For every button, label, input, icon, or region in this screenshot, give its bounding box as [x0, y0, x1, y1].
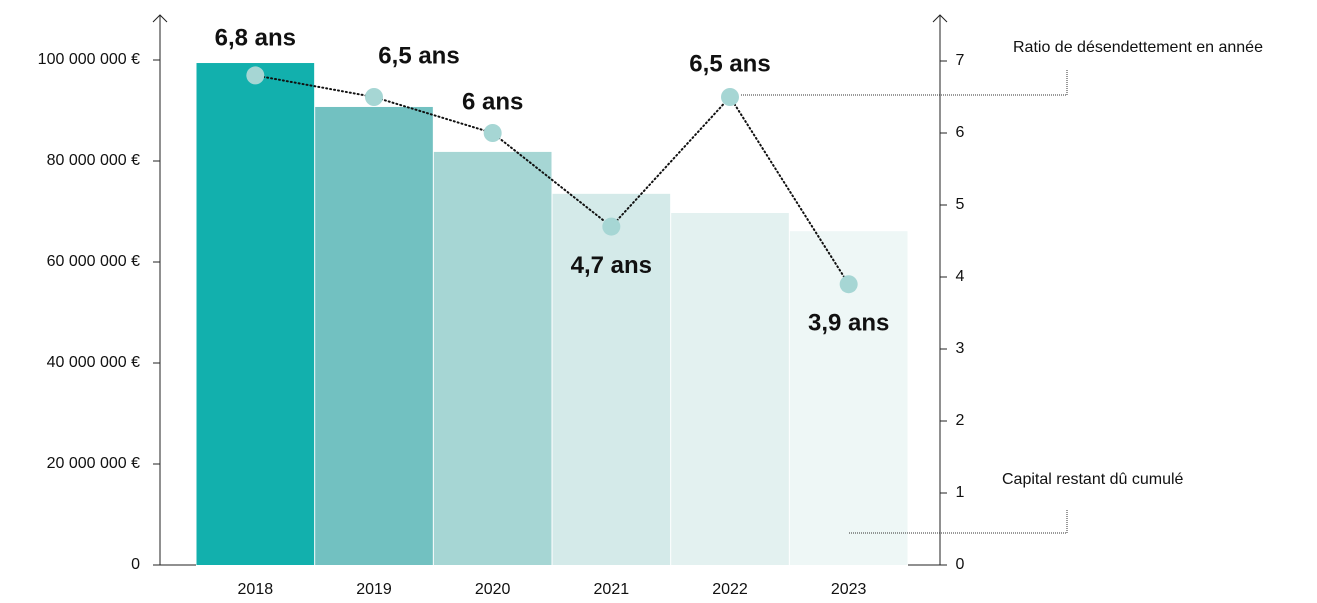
- y2-tick-label: 4: [956, 268, 965, 285]
- data-label: 6,5 ans: [378, 42, 459, 69]
- y2-tick-label: 3: [956, 340, 965, 357]
- y2-tick-label: 2: [956, 412, 965, 429]
- y-tick-label: 0: [131, 556, 140, 573]
- x-tick-label: 2018: [238, 581, 274, 598]
- y2-tick-label: 7: [956, 52, 965, 69]
- y-tick-label: 40 000 000 €: [47, 354, 141, 371]
- y2-tick-label: 6: [956, 124, 965, 141]
- y-tick-label: 80 000 000 €: [47, 152, 141, 169]
- data-label: 3,9 ans: [808, 310, 889, 337]
- data-label: 6,8 ans: [215, 25, 296, 52]
- legend-leader: [740, 70, 1068, 96]
- x-tick-label: 2023: [831, 581, 867, 598]
- data-label: 4,7 ans: [571, 252, 652, 279]
- y-tick-label: 60 000 000 €: [47, 253, 141, 270]
- data-label: 6,5 ans: [689, 50, 770, 77]
- point: [721, 88, 739, 106]
- bar: [196, 63, 315, 565]
- x-tick-label: 2019: [356, 581, 392, 598]
- y2-tick-label: 5: [956, 196, 965, 213]
- y-tick-label: 20 000 000 €: [47, 455, 141, 472]
- point: [246, 66, 265, 85]
- bar: [671, 213, 789, 565]
- line: [254, 74, 850, 286]
- x-tick-label: 2022: [712, 581, 748, 598]
- point: [365, 88, 383, 106]
- y-tick-label: 100 000 000 €: [38, 51, 140, 68]
- right-axis: [932, 14, 948, 565]
- y2-tick-label: 0: [956, 556, 965, 573]
- data-label: 6 ans: [462, 88, 523, 115]
- x-tick-label: 2021: [594, 581, 630, 598]
- bar: [315, 106, 433, 565]
- point: [839, 275, 858, 294]
- bar: [552, 193, 671, 565]
- legend-entry: Capital restant dû cumulé: [1002, 471, 1184, 488]
- bar: [433, 151, 552, 565]
- x-tick-label: 2020: [475, 581, 511, 598]
- legend-entry: Ratio de désendettement en année: [1013, 39, 1263, 56]
- point: [602, 217, 621, 236]
- point: [483, 124, 502, 142]
- y2-tick-label: 1: [956, 484, 965, 501]
- left-axis: [152, 14, 168, 565]
- legend-leader: [848, 510, 1068, 534]
